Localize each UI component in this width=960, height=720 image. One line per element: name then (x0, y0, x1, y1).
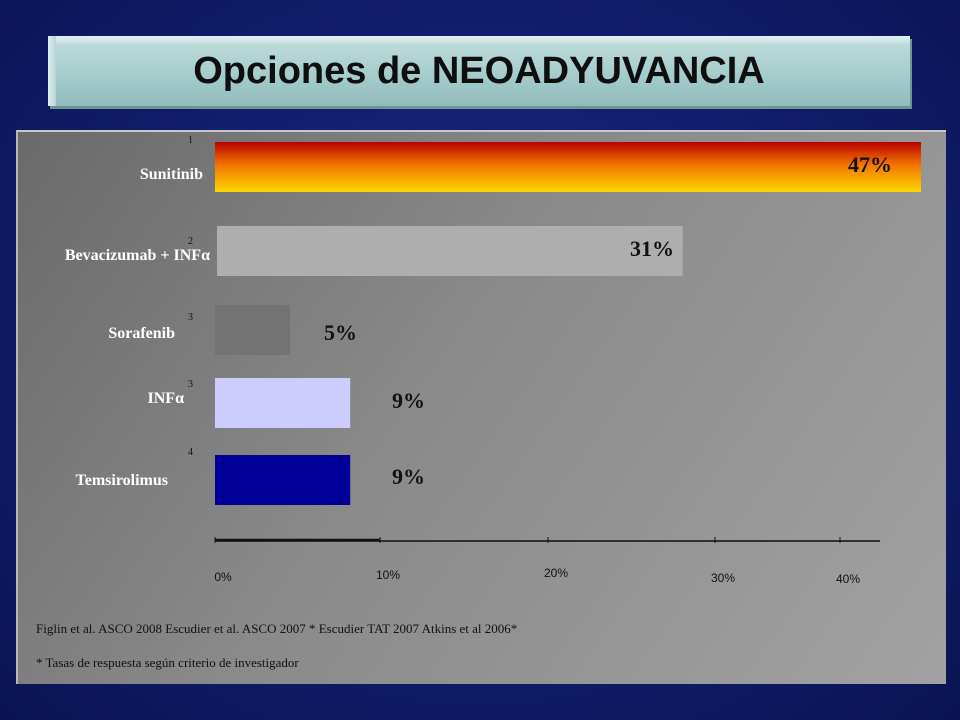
bar-2 (217, 226, 683, 276)
data-label: 31% (630, 236, 674, 261)
chart-panel: Sunitinib 1 47% Bevacizumab + INFα 2 31% Soraf… (16, 130, 946, 684)
bar-3 (215, 305, 291, 355)
x-tick-label: 0% (214, 570, 232, 584)
category-label: Sunitinib (140, 166, 203, 183)
bar-5 (215, 455, 351, 505)
category-label: INFα (148, 390, 185, 407)
superscript-label: 2 (188, 236, 193, 247)
data-label: 5% (324, 320, 357, 345)
superscript-label: 3 (188, 312, 193, 323)
title-bevel-left (48, 36, 56, 106)
title-bevel-top (48, 36, 910, 44)
superscript-label: 3 (188, 379, 193, 390)
category-label: Bevacizumab + INFα (65, 247, 210, 264)
superscript-label: 4 (188, 447, 193, 458)
superscript-label: 1 (188, 135, 193, 146)
references-text: Figlin et al. ASCO 2008 Escudier et al. … (36, 621, 518, 636)
bar-4 (215, 378, 351, 428)
bar-1 (215, 142, 921, 192)
data-label: 9% (392, 464, 425, 489)
data-label: 47% (848, 152, 892, 177)
x-tick-label: 20% (544, 566, 568, 580)
category-label: Temsirolimus (76, 472, 168, 489)
title-banner: Opciones de NEOADYUVANCIA (48, 36, 910, 106)
slide-title: Opciones de NEOADYUVANCIA (193, 50, 765, 92)
footnote-text: * Tasas de respuesta según criterio de i… (36, 655, 299, 670)
x-tick-label: 30% (711, 571, 735, 585)
data-label: 9% (392, 388, 425, 413)
x-tick-label: 10% (376, 568, 400, 582)
x-tick-label: 40% (836, 572, 860, 586)
category-label: Sorafenib (108, 325, 175, 342)
